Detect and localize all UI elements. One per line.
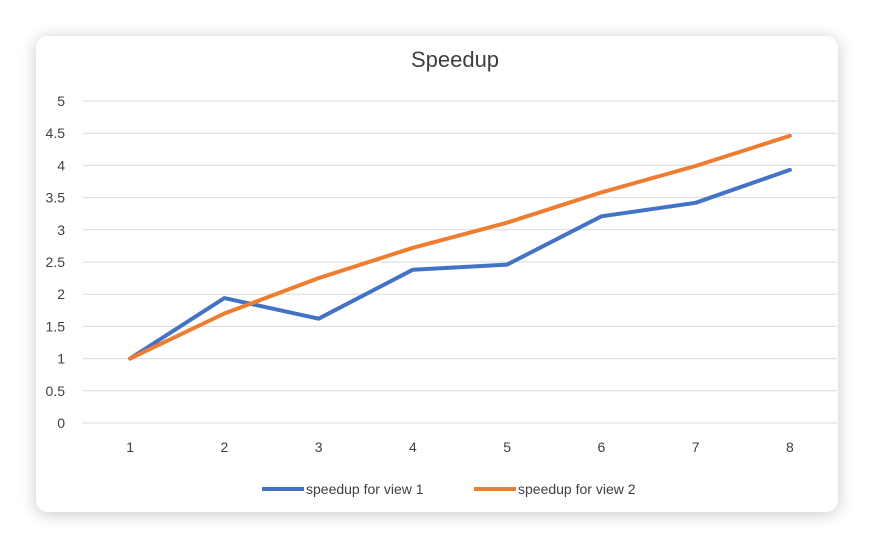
y-tick-label: 1.5 — [46, 318, 66, 334]
y-tick-label: 4 — [57, 157, 65, 173]
series-line-1 — [128, 167, 792, 361]
x-tick-label: 8 — [786, 439, 794, 455]
x-tick-label: 5 — [503, 439, 511, 455]
y-tick-label: 1 — [57, 351, 65, 367]
series-line-2 — [128, 133, 792, 361]
legend-label-1: speedup for view 1 — [306, 481, 424, 497]
y-tick-label: 2 — [57, 286, 65, 302]
x-axis-tick-labels: 1 2 3 4 5 6 7 8 — [126, 439, 794, 455]
chart-title: Speedup — [411, 47, 499, 72]
x-tick-label: 4 — [409, 439, 417, 455]
y-tick-label: 3.5 — [46, 190, 66, 206]
legend-label-2: speedup for view 2 — [518, 481, 636, 497]
x-tick-label: 7 — [692, 439, 700, 455]
x-tick-label: 2 — [220, 439, 228, 455]
x-tick-label: 3 — [315, 439, 323, 455]
y-tick-label: 4.5 — [46, 125, 66, 141]
y-tick-label: 0 — [57, 415, 65, 431]
x-tick-label: 1 — [126, 439, 134, 455]
legend: speedup for view 1 speedup for view 2 — [262, 481, 636, 497]
chart-card — [36, 36, 838, 512]
y-tick-label: 3 — [57, 222, 65, 238]
y-tick-label: 2.5 — [46, 254, 66, 270]
series-lines — [128, 133, 792, 361]
x-tick-label: 6 — [597, 439, 605, 455]
y-axis-tick-labels: 0 0.5 1 1.5 2 2.5 3 3.5 4 4.5 5 — [46, 93, 66, 431]
y-tick-label: 0.5 — [46, 383, 66, 399]
gridlines — [83, 100, 837, 424]
y-tick-label: 5 — [57, 93, 65, 109]
